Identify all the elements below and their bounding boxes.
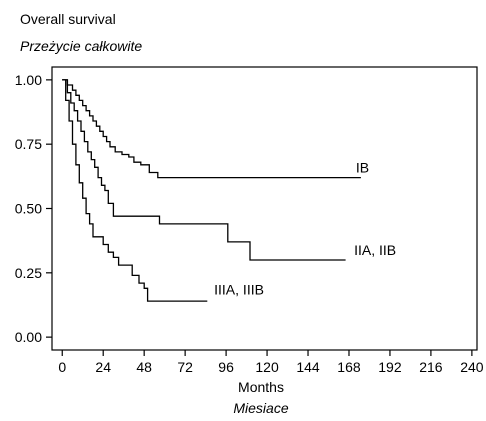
y-axis: 0.00 0.25 0.50 0.75 1.00 xyxy=(15,72,52,345)
x-tick-label: 96 xyxy=(218,359,234,375)
y-tick-label: 1.00 xyxy=(15,72,42,88)
x-tick-label: 144 xyxy=(296,359,320,375)
chart-title: Overall survival xyxy=(20,11,116,27)
x-axis-title: Months xyxy=(238,379,284,395)
x-tick-label: 72 xyxy=(177,359,193,375)
x-tick-label: 48 xyxy=(136,359,152,375)
y-tick-label: 0.25 xyxy=(15,265,42,281)
survival-curve-ib xyxy=(62,79,361,179)
chart-subtitle: Przeżycie całkowite xyxy=(20,38,142,54)
series-label-ib: IB xyxy=(356,159,369,175)
survival-curve-iiia-iiib xyxy=(62,79,208,302)
survival-curve-iia-iib xyxy=(62,79,346,261)
y-tick-label: 0.75 xyxy=(15,136,42,152)
y-tick-label: 0.50 xyxy=(15,201,42,217)
x-tick-label: 192 xyxy=(378,359,402,375)
x-tick-label: 120 xyxy=(255,359,279,375)
x-tick-label: 216 xyxy=(419,359,443,375)
x-tick-label: 24 xyxy=(95,359,111,375)
x-tick-label: 168 xyxy=(337,359,361,375)
x-tick-label: 240 xyxy=(460,359,484,375)
x-axis-title-alt: Miesiace xyxy=(233,400,288,416)
series-label-iiia-iiib: IIIA, IIIB xyxy=(214,282,264,298)
y-tick-label: 0.00 xyxy=(15,329,42,345)
series-labels: IB IIA, IIB IIIA, IIIB xyxy=(214,159,396,297)
plot-frame xyxy=(51,66,478,351)
x-tick-label: 0 xyxy=(58,359,66,375)
series-label-iia-iib: IIA, IIB xyxy=(354,242,396,258)
series-layer xyxy=(62,79,361,302)
x-axis: 0 24 48 72 96 120 144 168 192 216 240 xyxy=(58,350,484,375)
